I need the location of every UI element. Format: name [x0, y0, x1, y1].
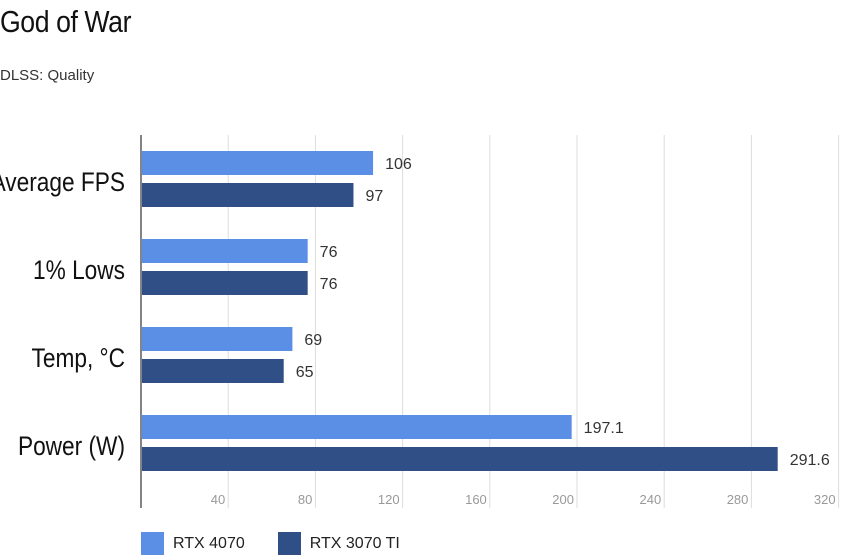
x-tick-label: 280	[727, 492, 749, 507]
value-label: 69	[304, 332, 322, 349]
x-tick-label: 160	[465, 492, 487, 507]
x-tick-label: 80	[298, 492, 312, 507]
legend-item-rtx-4070[interactable]: RTX 4070	[141, 532, 245, 555]
bar-1-lows-rtx-4070	[142, 239, 308, 263]
chart-legend: RTX 4070 RTX 3070 TI	[141, 532, 433, 555]
chart-title: God of War	[0, 4, 132, 39]
x-tick-label: 120	[378, 492, 400, 507]
bar-temp-c-rtx-3070-ti	[142, 359, 284, 383]
legend-swatch-rtx-4070	[141, 532, 164, 555]
value-label: 65	[296, 364, 314, 381]
value-label: 106	[385, 156, 412, 173]
bar-power-w-rtx-3070-ti	[142, 447, 778, 471]
legend-label-rtx-3070-ti: RTX 3070 TI	[309, 534, 400, 552]
value-label: 97	[365, 188, 383, 205]
value-label: 291.6	[790, 452, 830, 469]
legend-swatch-rtx-3070-ti	[277, 532, 301, 555]
legend-item-rtx-3070-ti[interactable]: RTX 3070 TI	[277, 532, 400, 555]
bar-average-fps-rtx-4070	[142, 151, 374, 175]
chart-subtitle: DLSS: Quality	[0, 67, 95, 84]
category-label-1-lows: 1% Lows	[33, 255, 125, 285]
category-label-power-w: Power (W)	[18, 431, 125, 461]
x-tick-label: 200	[552, 492, 574, 507]
value-label: 76	[320, 276, 338, 293]
legend-label-rtx-4070: RTX 4070	[173, 534, 245, 552]
bar-average-fps-rtx-3070-ti	[142, 183, 354, 207]
category-label-average-fps: Average FPS	[0, 167, 125, 197]
x-tick-label: 40	[211, 492, 225, 507]
bar-1-lows-rtx-3070-ti	[142, 271, 308, 295]
x-tick-label: 320	[814, 492, 836, 507]
category-label-temp-c: Temp, °C	[32, 343, 125, 373]
bar-temp-c-rtx-4070	[142, 327, 293, 351]
value-label: 197.1	[584, 420, 624, 437]
value-label: 76	[320, 244, 338, 261]
x-tick-label: 240	[639, 492, 661, 507]
bar-power-w-rtx-4070	[142, 415, 572, 439]
